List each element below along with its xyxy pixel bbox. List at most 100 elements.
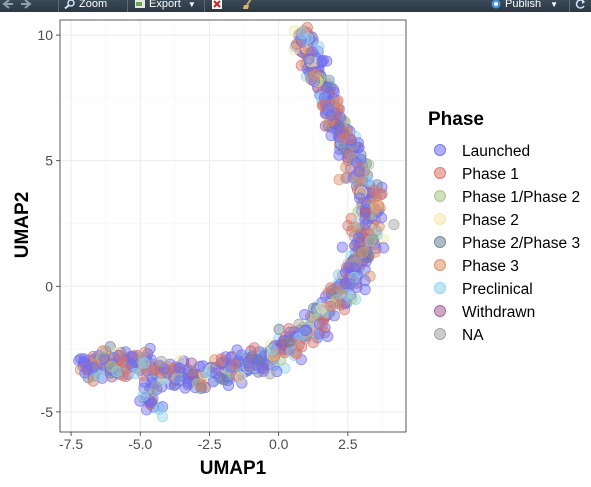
data-point: [331, 124, 343, 137]
zoom-button[interactable]: Zoom: [64, 0, 107, 12]
data-point: [291, 348, 303, 360]
legend-key: [434, 167, 446, 179]
data-point: [359, 283, 371, 296]
data-point: [78, 353, 90, 365]
x-tick-label: -7.5: [59, 436, 83, 452]
publish-button[interactable]: Publish ▼: [490, 0, 558, 12]
panel-border: [59, 19, 407, 433]
data-point: [368, 184, 380, 196]
data-point: [271, 365, 283, 378]
data-point: [114, 349, 126, 362]
data-point: [324, 300, 337, 312]
data-point: [359, 203, 372, 216]
data-point: [348, 271, 360, 284]
data-point: [266, 344, 278, 356]
y-axis: -5 0 5 10: [37, 27, 60, 420]
data-point: [207, 376, 219, 388]
clear-all-plots-button[interactable]: [242, 0, 257, 12]
data-point: [322, 330, 334, 342]
export-icon: [135, 0, 145, 9]
data-point: [106, 361, 118, 373]
data-point: [328, 310, 340, 322]
data-point: [307, 336, 319, 349]
remove-plot-button[interactable]: [211, 0, 226, 12]
x-axis: -7.5 -5.0 -2.5 0.0 2.5: [59, 432, 358, 452]
data-point: [357, 246, 369, 258]
data-point: [248, 342, 260, 354]
legend-title: Phase: [428, 109, 484, 130]
data-point: [350, 221, 362, 233]
data-point: [153, 403, 165, 416]
data-point: [137, 369, 149, 382]
x-tick-label: 2.5: [338, 436, 358, 452]
back-arrow-icon[interactable]: [2, 0, 17, 12]
data-point: [303, 53, 315, 65]
legend-key: [434, 236, 446, 248]
plot-toolbar: Zoom Export ▼ Publish ▼: [0, 0, 591, 12]
data-point: [218, 374, 230, 386]
data-point: [138, 357, 150, 369]
data-point: [210, 367, 222, 379]
data-point: [288, 43, 300, 55]
data-point: [299, 308, 311, 321]
publish-label: Publish: [505, 0, 542, 10]
publish-icon: [491, 0, 501, 9]
y-tick-label: -5: [41, 404, 54, 420]
export-button[interactable]: Export ▼: [134, 0, 196, 12]
data-point: [291, 38, 303, 50]
legend-label: Phase 2/Phase 3: [462, 235, 580, 252]
data-point: [348, 239, 361, 252]
x-axis-title: UMAP1: [200, 458, 267, 479]
data-point: [317, 54, 329, 67]
data-point: [229, 358, 241, 370]
legend: Phase Launched Phase 1 Phase 1/Phase 2 Phas…: [428, 109, 580, 344]
plot-area: -7.5 -5.0 -2.5 0.0 2.5 -5 0 5 10 UMAP1 UMAP2 Ph…: [0, 12, 591, 482]
data-point: [273, 323, 285, 335]
refresh-icon[interactable]: [575, 0, 590, 12]
chevron-down-icon: ▼: [187, 0, 196, 9]
data-point: [155, 355, 167, 368]
data-point: [78, 356, 90, 368]
data-point: [297, 27, 309, 40]
data-point: [332, 269, 344, 281]
data-point: [174, 375, 186, 387]
data-point: [242, 357, 254, 369]
data-point: [340, 277, 352, 290]
legend-key: [434, 282, 446, 294]
data-point: [334, 299, 347, 311]
data-point: [369, 246, 381, 258]
legend-key: [434, 305, 446, 317]
data-point: [362, 249, 374, 262]
zoom-label: Zoom: [79, 0, 108, 10]
data-point: [308, 302, 320, 314]
data-point: [99, 354, 111, 366]
x-tick-label: -5.0: [128, 436, 152, 452]
data-point: [353, 162, 365, 174]
data-point: [257, 365, 269, 377]
data-point: [283, 322, 295, 335]
forward-arrow-icon[interactable]: [20, 0, 35, 12]
data-point: [354, 192, 366, 204]
data-point: [342, 261, 355, 273]
data-point: [299, 324, 311, 336]
scatter-points: [73, 22, 400, 423]
legend-label: Phase 2: [462, 212, 519, 229]
data-point: [187, 368, 199, 380]
data-point: [157, 411, 169, 423]
data-point: [321, 81, 334, 94]
data-point: [309, 69, 321, 81]
export-label: Export: [149, 0, 181, 10]
data-point: [194, 360, 206, 373]
data-point: [355, 186, 368, 198]
y-tick-label: 0: [45, 278, 53, 294]
data-point: [321, 55, 333, 67]
data-point: [369, 203, 381, 215]
legend-label: NA: [462, 327, 484, 344]
data-point: [319, 327, 331, 339]
data-point: [295, 34, 307, 46]
data-point: [388, 219, 400, 231]
data-point: [359, 207, 371, 219]
legend-label: Launched: [462, 143, 530, 160]
data-point: [316, 99, 328, 112]
data-point: [375, 212, 388, 224]
